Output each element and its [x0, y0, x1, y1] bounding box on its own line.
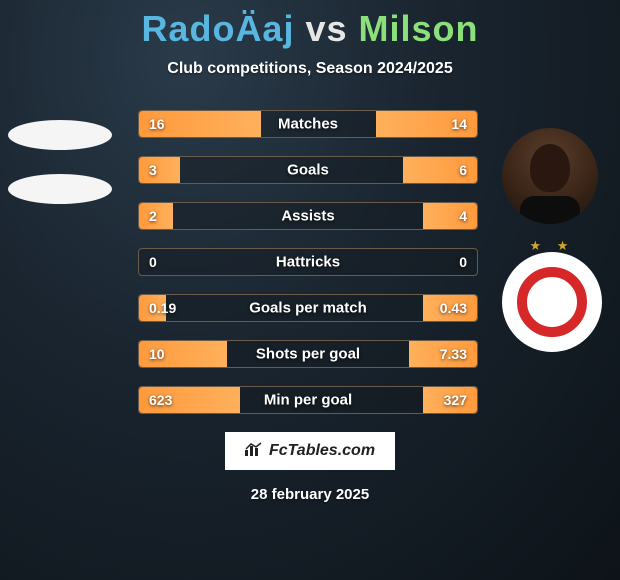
stat-label: Matches — [278, 116, 338, 133]
stat-fill-left — [139, 157, 180, 183]
stat-value-right: 14 — [451, 116, 467, 132]
comparison-title: RadoÄaj vs Milson — [0, 0, 620, 50]
stat-row: 10 Shots per goal 7.33 — [138, 340, 478, 368]
stat-row: 0 Hattricks 0 — [138, 248, 478, 276]
stat-value-right: 6 — [459, 162, 467, 178]
stat-value-right: 7.33 — [440, 346, 467, 362]
stat-label: Goals — [287, 162, 329, 179]
stat-label: Hattricks — [276, 254, 340, 271]
stat-value-left: 0.19 — [149, 300, 176, 316]
player2-photo — [502, 128, 598, 224]
stat-value-left: 0 — [149, 254, 157, 270]
stat-label: Min per goal — [264, 392, 352, 409]
stat-value-right: 0.43 — [440, 300, 467, 316]
stat-label: Shots per goal — [256, 346, 360, 363]
stat-row: 2 Assists 4 — [138, 202, 478, 230]
stat-row: 3 Goals 6 — [138, 156, 478, 184]
stat-row: 16 Matches 14 — [138, 110, 478, 138]
stat-value-left: 16 — [149, 116, 165, 132]
stat-fill-right — [423, 203, 477, 229]
stat-label: Assists — [281, 208, 334, 225]
stat-value-left: 3 — [149, 162, 157, 178]
season-subtitle: Club competitions, Season 2024/2025 — [0, 60, 620, 78]
crest-text: ФК — [546, 277, 558, 286]
stat-value-left: 10 — [149, 346, 165, 362]
stats-container: 16 Matches 14 3 Goals 6 2 Assists 4 0 Hattricks 0 0.… — [138, 110, 478, 414]
comparison-date: 28 february 2025 — [0, 486, 620, 503]
player2-name: Milson — [359, 8, 479, 49]
title-vs: vs — [305, 8, 347, 49]
logo-text: FcTables.com — [269, 442, 375, 460]
stat-row: 0.19 Goals per match 0.43 — [138, 294, 478, 322]
player1-club-placeholder — [8, 174, 112, 204]
right-player-avatars: ★ ★ ФК — [502, 128, 602, 352]
fctables-logo[interactable]: FcTables.com — [225, 432, 395, 470]
stat-value-right: 327 — [444, 392, 467, 408]
player1-name: RadoÄaj — [141, 8, 294, 49]
crest-stars-icon: ★ ★ — [502, 238, 602, 254]
player1-photo-placeholder — [8, 120, 112, 150]
player2-club-crest: ★ ★ ФК — [502, 252, 602, 352]
stat-row: 623 Min per goal 327 — [138, 386, 478, 414]
left-player-avatars — [8, 120, 118, 228]
stat-value-left: 2 — [149, 208, 157, 224]
stat-value-right: 4 — [459, 208, 467, 224]
logo-chart-icon — [245, 442, 263, 461]
stat-value-left: 623 — [149, 392, 172, 408]
crest-inner-icon: ФК — [517, 267, 587, 337]
stat-label: Goals per match — [249, 300, 367, 317]
stat-value-right: 0 — [459, 254, 467, 270]
